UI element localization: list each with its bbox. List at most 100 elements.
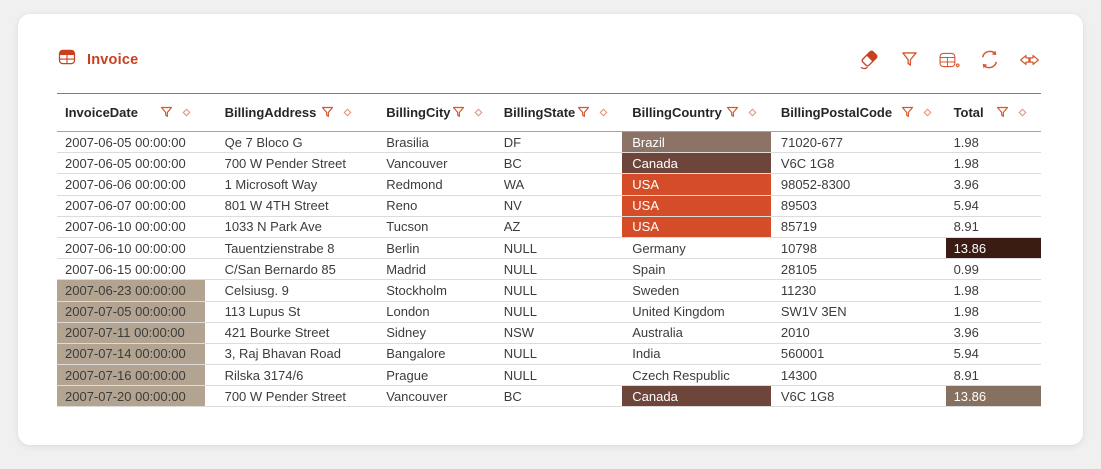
- cell-total[interactable]: 1.98: [945, 279, 1041, 302]
- filter-icon[interactable]: [900, 105, 915, 120]
- cell-total[interactable]: 3.96: [945, 173, 1041, 196]
- cell-billing-state[interactable]: AZ: [491, 216, 623, 238]
- cell-billing-postal-code[interactable]: 28105: [770, 258, 946, 281]
- cell-billing-state[interactable]: NV: [491, 195, 623, 217]
- filter-icon[interactable]: [725, 105, 740, 120]
- cell-billing-country[interactable]: Germany: [622, 237, 771, 260]
- cell-billing-city[interactable]: Prague: [366, 364, 492, 387]
- cell-invoice-date[interactable]: 2007-06-06 00:00:00: [57, 173, 205, 196]
- cell-total[interactable]: 5.94: [945, 195, 1041, 217]
- cell-billing-city[interactable]: Reno: [366, 195, 492, 217]
- cell-invoice-date[interactable]: 2007-07-14 00:00:00: [57, 343, 205, 366]
- cell-billing-country[interactable]: Czech Respublic: [622, 364, 771, 387]
- cell-billing-address[interactable]: C/San Bernardo 85: [204, 258, 367, 281]
- cell-billing-country[interactable]: USA: [622, 216, 771, 238]
- cell-billing-postal-code[interactable]: 10798: [770, 237, 946, 260]
- cell-billing-address[interactable]: 113 Lupus St: [204, 301, 367, 323]
- cell-invoice-date[interactable]: 2007-07-05 00:00:00: [57, 301, 205, 323]
- cell-billing-country[interactable]: USA: [622, 173, 771, 196]
- cell-billing-address[interactable]: Qe 7 Bloco G: [204, 131, 367, 154]
- cell-billing-city[interactable]: Bangalore: [366, 343, 492, 366]
- cell-total[interactable]: 13.86: [945, 237, 1041, 260]
- cell-billing-country[interactable]: United Kingdom: [622, 301, 771, 323]
- cell-invoice-date[interactable]: 2007-06-23 00:00:00: [57, 279, 205, 302]
- filter-icon[interactable]: [159, 105, 174, 120]
- cell-billing-country[interactable]: Canada: [622, 152, 771, 175]
- cell-billing-postal-code[interactable]: 89503: [770, 195, 946, 217]
- cell-billing-country[interactable]: Australia: [622, 322, 771, 344]
- cell-billing-address[interactable]: 700 W Pender Street: [204, 385, 367, 408]
- cell-billing-address[interactable]: Rilska 3174/6: [204, 364, 367, 387]
- cell-billing-city[interactable]: Stockholm: [366, 279, 492, 302]
- cell-billing-address[interactable]: 700 W Pender Street: [204, 152, 367, 175]
- filter-icon[interactable]: [451, 105, 466, 120]
- cell-billing-city[interactable]: London: [366, 301, 492, 323]
- sort-icon[interactable]: [597, 106, 610, 119]
- cell-billing-country[interactable]: Brazil: [622, 131, 771, 154]
- cell-total[interactable]: 0.99: [945, 258, 1041, 281]
- cell-invoice-date[interactable]: 2007-07-20 00:00:00: [57, 385, 205, 408]
- cell-billing-postal-code[interactable]: V6C 1G8: [770, 385, 946, 408]
- refresh-button[interactable]: [978, 48, 1001, 71]
- cell-billing-country[interactable]: India: [622, 343, 771, 366]
- cell-billing-city[interactable]: Vancouver: [366, 152, 492, 175]
- cell-total[interactable]: 8.91: [945, 216, 1041, 238]
- cell-invoice-date[interactable]: 2007-06-05 00:00:00: [57, 131, 205, 154]
- cell-invoice-date[interactable]: 2007-06-15 00:00:00: [57, 258, 205, 281]
- filter-icon[interactable]: [995, 105, 1010, 120]
- cell-total[interactable]: 5.94: [945, 343, 1041, 366]
- cell-billing-city[interactable]: Redmond: [366, 173, 492, 196]
- swap-arrows-button[interactable]: [1018, 48, 1041, 71]
- sort-icon[interactable]: [341, 106, 354, 119]
- filter-button[interactable]: [898, 48, 921, 71]
- cell-billing-address[interactable]: Celsiusg. 9: [204, 279, 367, 302]
- cell-billing-state[interactable]: NSW: [491, 322, 623, 344]
- sort-icon[interactable]: [472, 106, 485, 119]
- cell-billing-state[interactable]: NULL: [491, 279, 623, 302]
- cell-billing-postal-code[interactable]: 71020-677: [770, 131, 946, 154]
- cell-billing-country[interactable]: Canada: [622, 385, 771, 408]
- table-settings-button[interactable]: [938, 48, 961, 71]
- cell-billing-state[interactable]: NULL: [491, 343, 623, 366]
- cell-invoice-date[interactable]: 2007-07-11 00:00:00: [57, 322, 205, 344]
- cell-total[interactable]: 1.98: [945, 131, 1041, 154]
- cell-billing-address[interactable]: 1 Microsoft Way: [204, 173, 367, 196]
- cell-invoice-date[interactable]: 2007-06-07 00:00:00: [57, 195, 205, 217]
- cell-invoice-date[interactable]: 2007-07-16 00:00:00: [57, 364, 205, 387]
- cell-billing-postal-code[interactable]: 14300: [770, 364, 946, 387]
- cell-billing-state[interactable]: NULL: [491, 258, 623, 281]
- cell-invoice-date[interactable]: 2007-06-05 00:00:00: [57, 152, 205, 175]
- sort-icon[interactable]: [1016, 106, 1029, 119]
- cell-total[interactable]: 8.91: [945, 364, 1041, 387]
- cell-billing-state[interactable]: BC: [491, 385, 623, 408]
- cell-total[interactable]: 3.96: [945, 322, 1041, 344]
- sort-icon[interactable]: [180, 106, 193, 119]
- cell-billing-state[interactable]: WA: [491, 173, 623, 196]
- cell-billing-city[interactable]: Sidney: [366, 322, 492, 344]
- cell-billing-country[interactable]: Spain: [622, 258, 771, 281]
- cell-billing-postal-code[interactable]: 560001: [770, 343, 946, 366]
- sort-icon[interactable]: [746, 106, 759, 119]
- cell-billing-postal-code[interactable]: SW1V 3EN: [770, 301, 946, 323]
- cell-billing-city[interactable]: Madrid: [366, 258, 492, 281]
- cell-invoice-date[interactable]: 2007-06-10 00:00:00: [57, 216, 205, 238]
- cell-billing-state[interactable]: DF: [491, 131, 623, 154]
- cell-billing-address[interactable]: 801 W 4TH Street: [204, 195, 367, 217]
- cell-billing-city[interactable]: Vancouver: [366, 385, 492, 408]
- cell-billing-postal-code[interactable]: 11230: [770, 279, 946, 302]
- cell-billing-postal-code[interactable]: 2010: [770, 322, 946, 344]
- sort-icon[interactable]: [921, 106, 934, 119]
- eraser-button[interactable]: [858, 48, 881, 71]
- cell-billing-address[interactable]: 1033 N Park Ave: [204, 216, 367, 238]
- cell-billing-state[interactable]: NULL: [491, 364, 623, 387]
- cell-billing-city[interactable]: Brasilia: [366, 131, 492, 154]
- cell-billing-address[interactable]: 421 Bourke Street: [204, 322, 367, 344]
- cell-total[interactable]: 1.98: [945, 152, 1041, 175]
- cell-total[interactable]: 13.86: [945, 385, 1041, 408]
- cell-invoice-date[interactable]: 2007-06-10 00:00:00: [57, 237, 205, 260]
- cell-billing-state[interactable]: BC: [491, 152, 623, 175]
- cell-total[interactable]: 1.98: [945, 301, 1041, 323]
- cell-billing-state[interactable]: NULL: [491, 301, 623, 323]
- cell-billing-postal-code[interactable]: V6C 1G8: [770, 152, 946, 175]
- cell-billing-city[interactable]: Berlin: [366, 237, 492, 260]
